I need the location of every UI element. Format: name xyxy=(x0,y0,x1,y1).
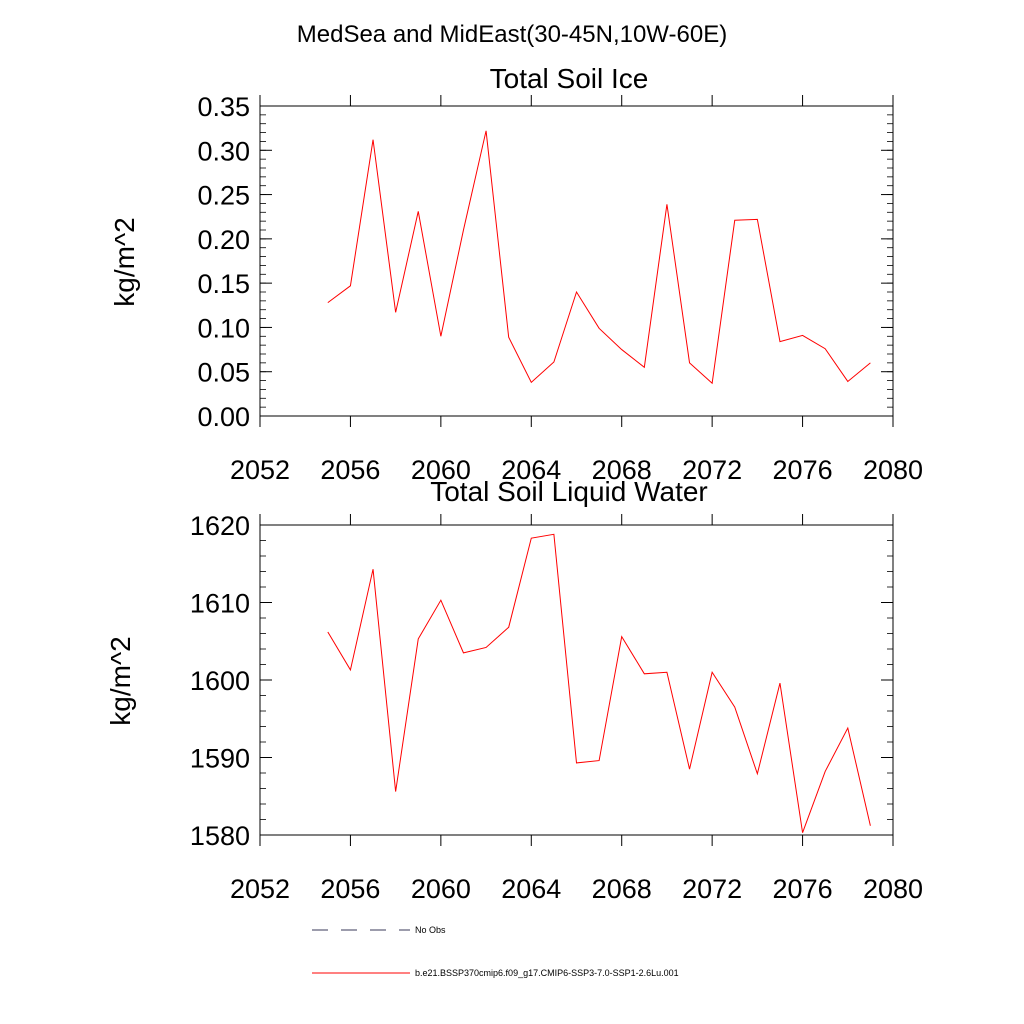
legend-entry-no-obs: No Obs xyxy=(312,925,446,935)
legend-label-model-run: b.e21.BSSP370cmip6.f09_g17.CMIP6-SSP3-7.… xyxy=(415,968,679,978)
y-tick-label-total-soil-ice-0: 0.00 xyxy=(197,402,250,432)
panel-title-total-soil-liquid-water: Total Soil Liquid Water xyxy=(430,476,708,507)
x-tick-label-total-soil-liquid-water-1: 2056 xyxy=(320,874,380,904)
y-tick-label-total-soil-ice-5: 0.25 xyxy=(197,181,250,211)
y-tick-label-total-soil-ice-7: 0.35 xyxy=(197,92,250,122)
x-tick-label-total-soil-ice-0: 2052 xyxy=(230,455,290,485)
x-tick-label-total-soil-liquid-water-4: 2068 xyxy=(592,874,652,904)
x-tick-label-total-soil-ice-7: 2080 xyxy=(863,455,923,485)
y-tick-label-total-soil-ice-1: 0.05 xyxy=(197,358,250,388)
y-axis-label-total-soil-liquid-water: kg/m^2 xyxy=(105,636,136,725)
panel-title-total-soil-ice: Total Soil Ice xyxy=(490,63,649,94)
x-tick-label-total-soil-ice-5: 2072 xyxy=(682,455,742,485)
plot-area-total-soil-ice: 0.00 0.05 0.10 0.15 0.20 0.25 0.30 0.35 2052 2056… xyxy=(197,92,923,485)
legend-label-no-obs: No Obs xyxy=(415,925,446,935)
x-tick-label-total-soil-ice-3: 2064 xyxy=(501,455,561,485)
y-tick-label-total-soil-liquid-water-0: 1580 xyxy=(190,821,250,851)
x-tick-label-total-soil-liquid-water-6: 2076 xyxy=(773,874,833,904)
y-tick-label-total-soil-liquid-water-4: 1620 xyxy=(190,511,250,541)
x-tick-label-total-soil-liquid-water-0: 2052 xyxy=(230,874,290,904)
y-tick-label-total-soil-ice-2: 0.10 xyxy=(197,313,250,343)
x-tick-label-total-soil-ice-2: 2060 xyxy=(411,455,471,485)
series-line-total-soil-liquid-water-0 xyxy=(327,533,871,833)
y-tick-label-total-soil-ice-3: 0.15 xyxy=(197,269,250,299)
y-tick-label-total-soil-liquid-water-1: 1590 xyxy=(190,744,250,774)
x-tick-label-total-soil-liquid-water-7: 2080 xyxy=(863,874,923,904)
x-tick-label-total-soil-liquid-water-3: 2064 xyxy=(501,874,561,904)
plot-frame-total-soil-ice xyxy=(259,105,894,417)
y-tick-label-total-soil-ice-4: 0.20 xyxy=(197,225,250,255)
page-title: MedSea and MidEast(30-45N,10W-60E) xyxy=(297,21,727,48)
panel-total-soil-liquid-water: Total Soil Liquid Water kg/m^2 158015901… xyxy=(105,476,923,904)
x-tick-label-total-soil-ice-4: 2068 xyxy=(592,455,652,485)
panel-total-soil-ice: Total Soil Ice kg/m^2 0.000.050.100.150.… xyxy=(109,63,923,485)
x-tick-label-total-soil-ice-1: 2056 xyxy=(320,455,380,485)
y-tick-label-total-soil-ice-6: 0.30 xyxy=(197,136,250,166)
y-tick-label-total-soil-liquid-water-2: 1600 xyxy=(190,666,250,696)
plot-area-total-soil-liquid-water: 1580 1590 1600 1610 1620 2052 2056 2060 2064 2068… xyxy=(190,511,923,904)
plot-frame-total-soil-liquid-water xyxy=(259,524,894,836)
series-line-total-soil-ice-0 xyxy=(327,130,871,385)
legend-entry-model-run: b.e21.BSSP370cmip6.f09_g17.CMIP6-SSP3-7.… xyxy=(312,968,679,978)
x-tick-label-total-soil-liquid-water-2: 2060 xyxy=(411,874,471,904)
x-tick-label-total-soil-liquid-water-5: 2072 xyxy=(682,874,742,904)
y-tick-label-total-soil-liquid-water-3: 1610 xyxy=(190,589,250,619)
legend: No Obs b.e21.BSSP370cmip6.f09_g17.CMIP6-… xyxy=(312,925,679,978)
y-axis-label-total-soil-ice: kg/m^2 xyxy=(109,217,140,306)
x-tick-label-total-soil-ice-6: 2076 xyxy=(773,455,833,485)
